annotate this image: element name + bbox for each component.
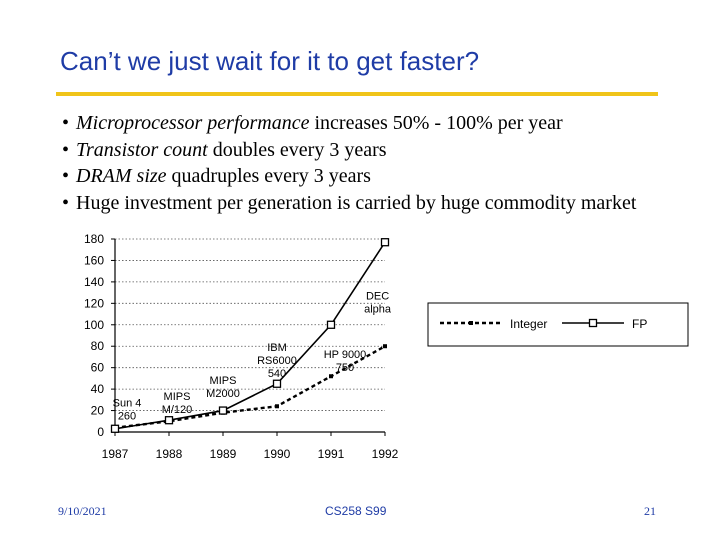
chart-annotation: HP 9000 750: [324, 349, 367, 374]
y-tick-label: 60: [91, 361, 105, 375]
annotation-line: Sun 4: [113, 397, 142, 409]
chart-series: [110, 238, 390, 433]
y-tick-label: 40: [91, 382, 105, 396]
chart-annotation: MIPS M/120: [162, 391, 193, 416]
y-tick-label: 120: [84, 296, 104, 310]
x-tick-label: 1992: [372, 447, 399, 461]
bullet-text: Huge investment per generation is carrie…: [76, 191, 637, 214]
annotation-line: alpha: [364, 304, 392, 316]
legend-box: [427, 302, 689, 347]
bullet-emphasis: Microprocessor performance: [76, 112, 310, 134]
x-tick-label: 1989: [210, 447, 237, 461]
y-tick-label: 20: [91, 404, 105, 418]
chart-annotation: Sun 4 260: [113, 397, 142, 422]
slide-title: Can’t we just wait for it to get faster?: [60, 46, 480, 76]
chart-ticks: 0 20 40 60 80 100 120 140 160 180 1987 1988 1989 1990…: [84, 232, 399, 461]
x-tick-label: 1991: [318, 447, 345, 461]
bullet-emphasis: Transistor count: [76, 138, 208, 161]
bullet-dot-icon: •: [62, 138, 70, 161]
data-point-fp: [110, 424, 120, 433]
title-underline: [56, 92, 658, 96]
annotation-line: MIPS: [210, 375, 237, 387]
x-tick-label: 1987: [102, 447, 129, 461]
data-point-fp: [326, 320, 336, 329]
y-tick-label: 180: [84, 232, 104, 246]
annotation-line: IBM: [267, 342, 287, 354]
data-point-integer: [275, 404, 279, 409]
footer-date: 9/10/2021: [58, 504, 107, 518]
annotation-line: MIPS: [164, 391, 191, 403]
data-point-fp: [164, 416, 174, 425]
chart-annotation: DEC alpha: [364, 291, 392, 316]
data-point-fp: [218, 406, 228, 415]
y-tick-label: 0: [97, 425, 104, 439]
bullet-item: • Microprocessor performance increases 50…: [62, 110, 636, 137]
bullet-item: • DRAM size quadruples every 3 years: [62, 163, 636, 190]
bullet-text: increases 50% - 100% per year: [309, 112, 563, 134]
data-point-integer: [329, 374, 333, 379]
x-tick-label: 1990: [264, 447, 291, 461]
chart-annotation: MIPS M2000: [206, 375, 240, 400]
data-point-integer: [383, 344, 387, 349]
bullet-dot-icon: •: [62, 112, 70, 134]
annotation-line: M2000: [206, 388, 240, 400]
annotation-line: 260: [118, 410, 136, 422]
bullet-dot-icon: •: [62, 191, 70, 214]
annotation-line: HP 9000: [324, 349, 367, 361]
chart-grid: [115, 238, 385, 411]
annotation-line: RS6000: [257, 355, 297, 367]
annotation-line: 540: [268, 368, 286, 380]
data-point-fp: [272, 379, 282, 388]
bullet-emphasis: DRAM size: [76, 165, 167, 187]
annotation-line: DEC: [366, 291, 389, 303]
chart-axes: [114, 239, 385, 433]
legend-label-fp: FP: [632, 317, 647, 331]
annotation-line: M/120: [162, 404, 193, 416]
data-point-fp: [380, 238, 390, 247]
chart-annotation: IBM RS6000 540: [257, 342, 297, 380]
y-tick-label: 140: [84, 275, 104, 289]
x-tick-label: 1988: [156, 447, 183, 461]
bullet-list: • Microprocessor performance increases 50…: [62, 110, 636, 216]
bullet-dot-icon: •: [62, 165, 70, 187]
legend-marker-fp: [588, 318, 598, 328]
bullet-item: • Transistor count doubles every 3 years: [62, 137, 636, 164]
y-tick-label: 100: [84, 318, 104, 332]
chart-legend: Integer FP: [427, 302, 689, 347]
annotation-line: 750: [336, 362, 354, 374]
y-tick-label: 160: [84, 253, 104, 267]
legend-marker-integer: [469, 321, 473, 325]
bullet-item: • Huge investment per generation is carri…: [62, 190, 636, 217]
legend-label-integer: Integer: [510, 317, 547, 331]
bullet-text: doubles every 3 years: [207, 138, 387, 161]
y-tick-label: 80: [91, 339, 105, 353]
footer-page-number: 21: [644, 504, 656, 518]
series-line-fp: [114, 241, 386, 430]
footer-course: CS258 S99: [325, 504, 387, 518]
bullet-text: quadruples every 3 years: [166, 165, 371, 187]
